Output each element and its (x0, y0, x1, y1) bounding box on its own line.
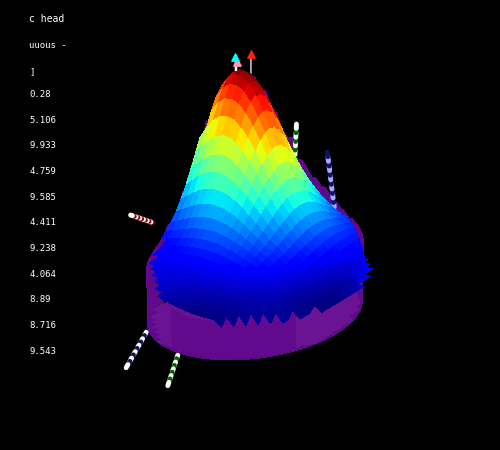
Text: 0.28: 0.28 (30, 90, 51, 99)
Text: 4.759: 4.759 (30, 167, 56, 176)
Text: 9.543: 9.543 (30, 346, 56, 356)
Text: 9.933: 9.933 (30, 141, 56, 150)
Text: 8.716: 8.716 (30, 321, 56, 330)
Text: ]: ] (30, 68, 35, 76)
Text: 4.064: 4.064 (30, 270, 56, 279)
Text: 9.238: 9.238 (30, 244, 56, 253)
Text: c head: c head (30, 14, 65, 23)
Text: 4.411: 4.411 (30, 218, 56, 227)
Text: uuous -: uuous - (30, 40, 67, 50)
Text: 8.89: 8.89 (30, 295, 51, 304)
Text: 9.585: 9.585 (30, 193, 56, 202)
Text: 5.106: 5.106 (30, 116, 56, 125)
